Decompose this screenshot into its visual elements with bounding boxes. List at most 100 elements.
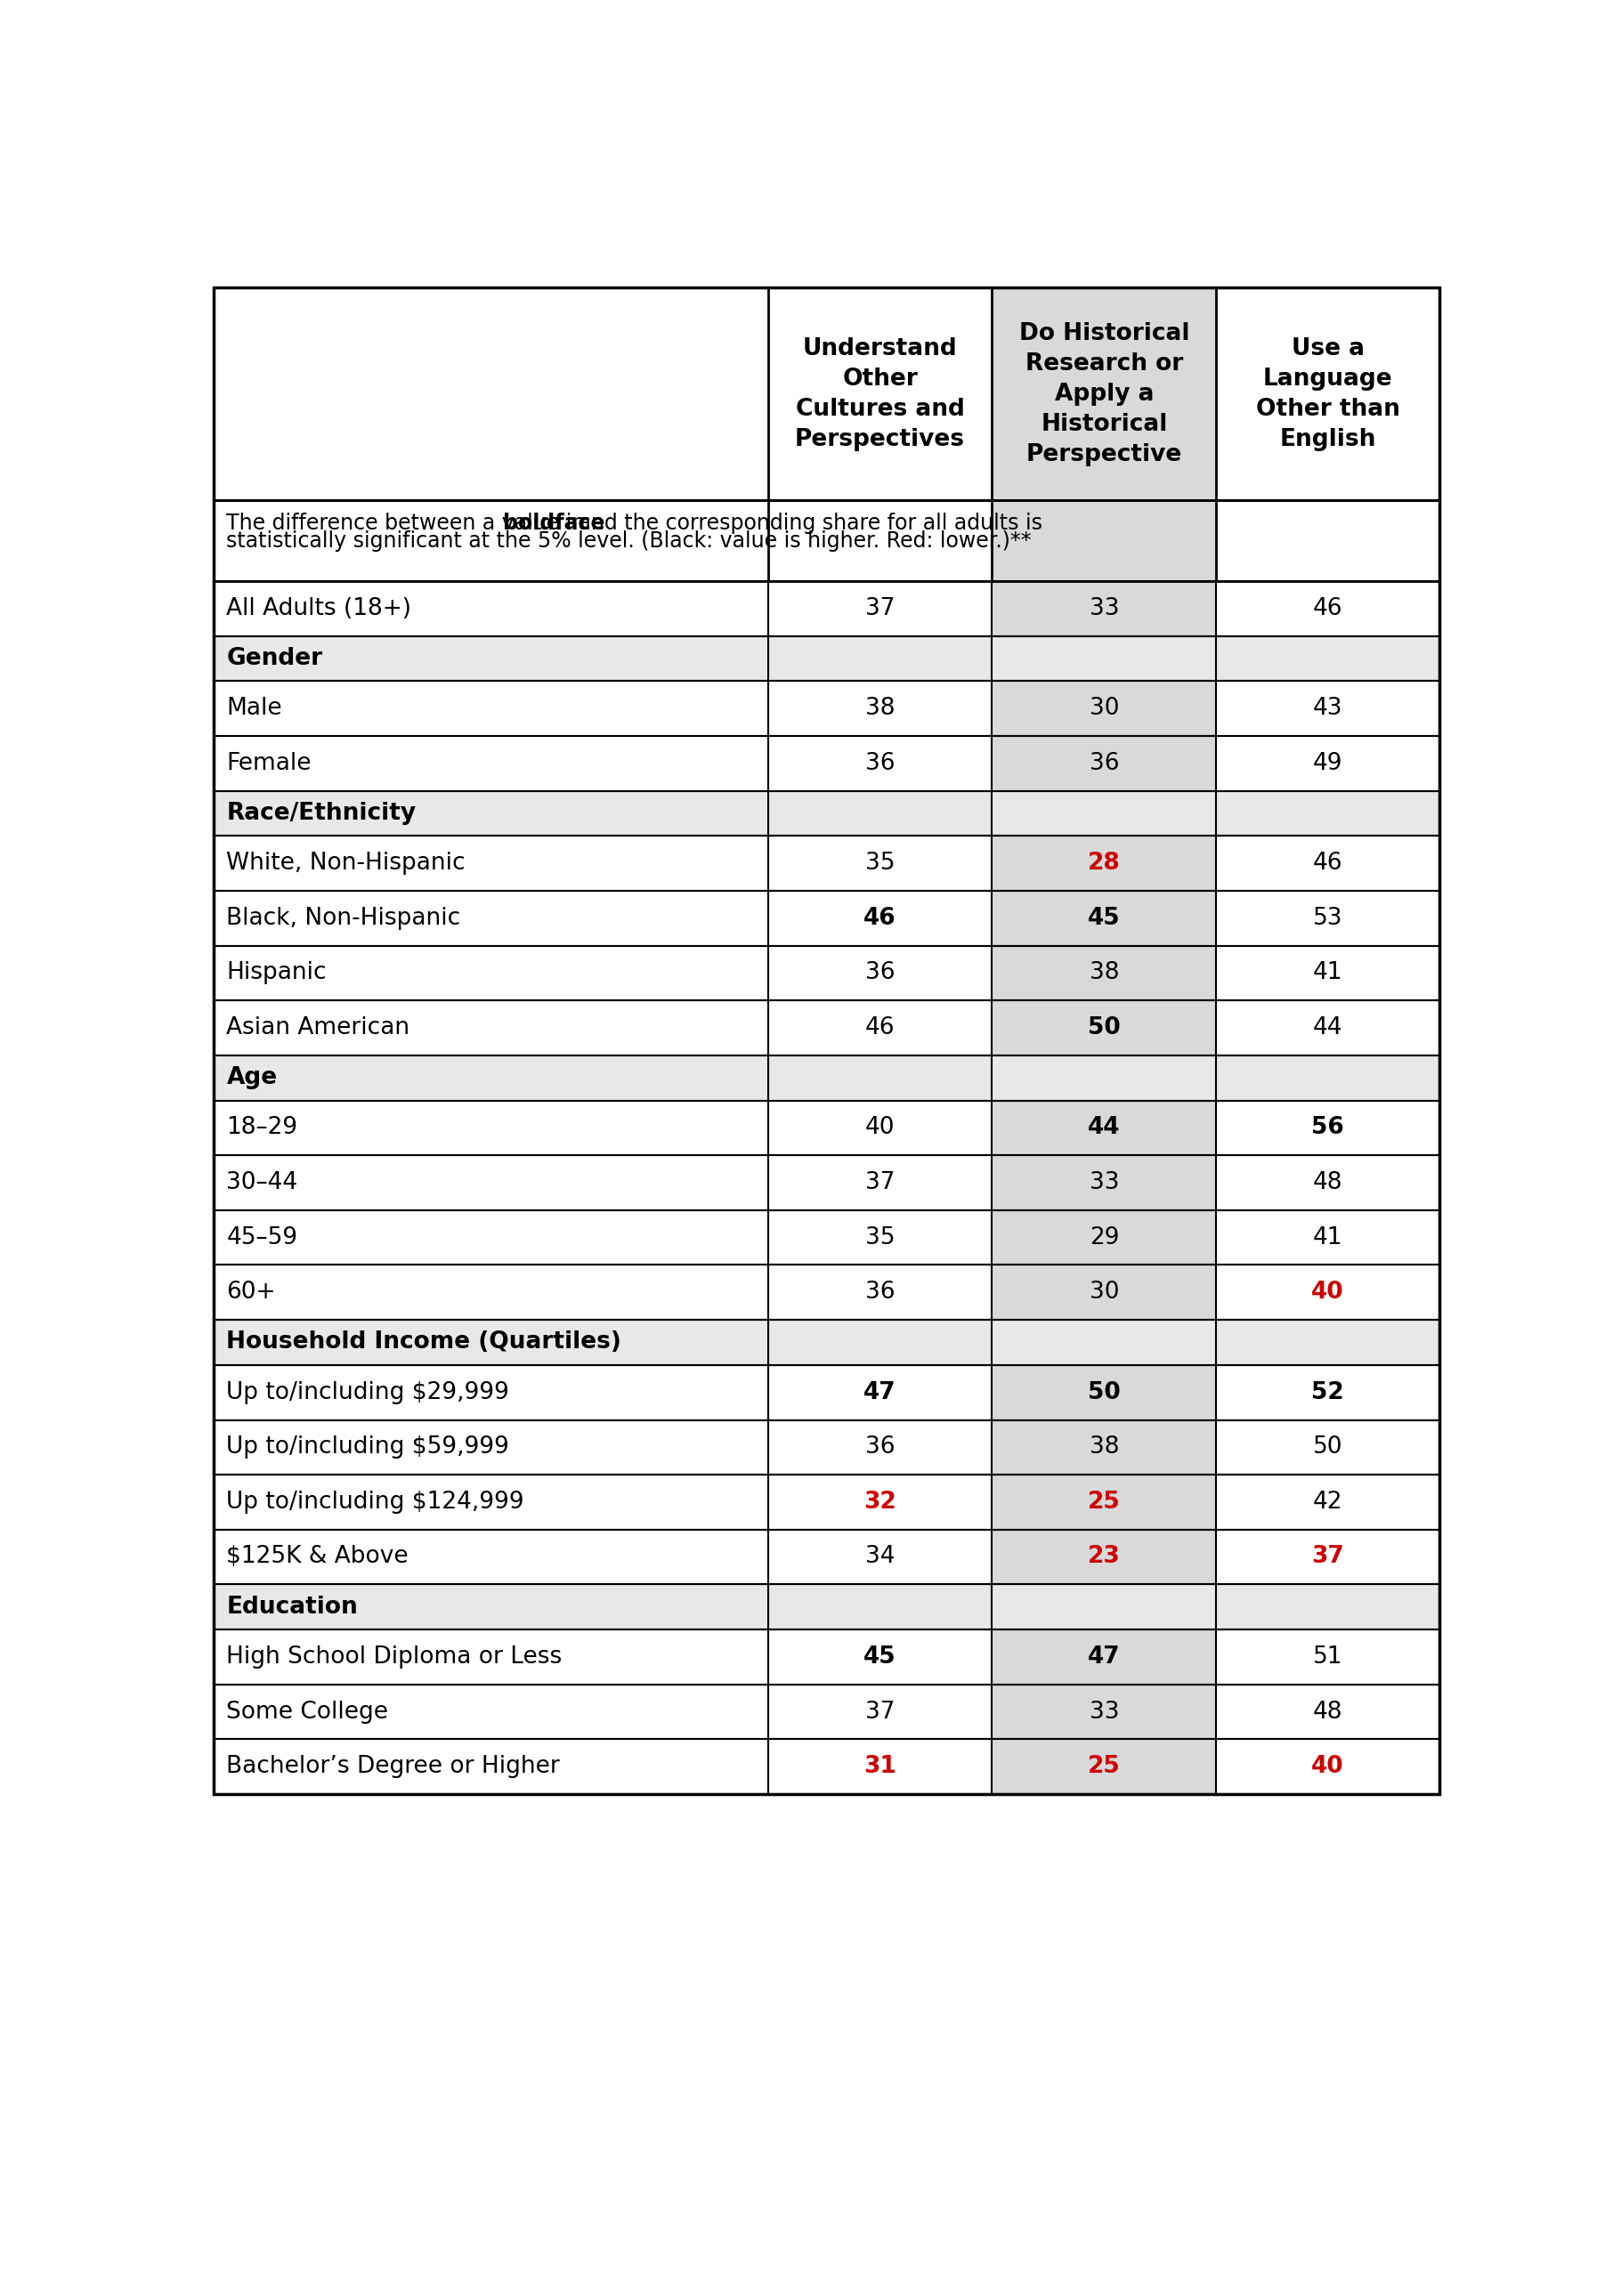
Bar — [1216, 737, 1439, 790]
Text: 30–44: 30–44 — [226, 1171, 298, 1194]
Text: 35: 35 — [865, 852, 895, 875]
Bar — [992, 1100, 1216, 1155]
Bar — [215, 636, 1439, 682]
Text: 47: 47 — [1087, 1646, 1121, 1669]
Text: and the corresponding share for all adults is: and the corresponding share for all adul… — [571, 512, 1042, 535]
Bar — [1216, 1630, 1439, 1685]
Bar — [215, 1001, 768, 1056]
Text: Up to/including $29,999: Up to/including $29,999 — [226, 1380, 510, 1405]
Text: 41: 41 — [1313, 962, 1342, 985]
Text: 52: 52 — [1311, 1380, 1344, 1405]
Bar — [215, 1630, 1439, 1685]
Bar — [768, 682, 992, 737]
Text: 37: 37 — [865, 1701, 895, 1724]
Bar — [215, 1155, 768, 1210]
Bar — [215, 737, 1439, 790]
Bar — [992, 1155, 1216, 1210]
Bar — [215, 737, 768, 790]
Text: 38: 38 — [1089, 1435, 1119, 1458]
Bar — [215, 1366, 768, 1419]
Bar — [992, 581, 1216, 636]
Bar — [992, 836, 1216, 891]
Bar — [215, 581, 1439, 636]
Bar — [992, 946, 1216, 1001]
Bar — [215, 682, 768, 737]
Text: 28: 28 — [1087, 852, 1121, 875]
Text: Gender: Gender — [226, 647, 323, 670]
Text: Education: Education — [226, 1596, 358, 1619]
Text: 46: 46 — [865, 1017, 895, 1040]
Bar — [1216, 836, 1439, 891]
Bar — [215, 1320, 1439, 1366]
Bar — [215, 1265, 1439, 1320]
Bar — [215, 1265, 768, 1320]
Bar — [215, 287, 1439, 1793]
Text: 30: 30 — [1089, 1281, 1119, 1304]
Bar — [215, 1529, 1439, 1584]
Text: Use a
Language
Other than
English: Use a Language Other than English — [1257, 338, 1400, 450]
Text: 36: 36 — [865, 1281, 895, 1304]
Bar — [215, 1100, 1439, 1155]
Text: 53: 53 — [1313, 907, 1342, 930]
Text: 48: 48 — [1313, 1701, 1342, 1724]
Bar — [992, 682, 1216, 737]
Text: 29: 29 — [1089, 1226, 1119, 1249]
Bar — [215, 501, 1439, 581]
Bar — [992, 1366, 1216, 1419]
Text: 40: 40 — [1311, 1281, 1344, 1304]
Bar — [215, 1366, 1439, 1419]
Bar — [215, 1056, 1439, 1100]
Bar — [992, 1474, 1216, 1529]
Bar — [215, 1584, 1439, 1630]
Bar — [768, 1265, 992, 1320]
Bar — [768, 737, 992, 790]
Text: Understand
Other
Cultures and
Perspectives: Understand Other Cultures and Perspectiv… — [795, 338, 965, 450]
Text: The difference between a value in: The difference between a value in — [226, 512, 592, 535]
Bar — [215, 1419, 1439, 1474]
Text: 36: 36 — [1089, 751, 1119, 776]
Text: 25: 25 — [1087, 1490, 1121, 1513]
Bar — [215, 682, 1439, 737]
Text: Up to/including $124,999: Up to/including $124,999 — [226, 1490, 524, 1513]
Text: 23: 23 — [1087, 1545, 1121, 1568]
Bar — [1216, 1419, 1439, 1474]
Bar — [215, 1419, 768, 1474]
Bar — [215, 1210, 768, 1265]
Bar — [768, 1210, 992, 1265]
Text: 33: 33 — [1089, 597, 1119, 620]
Bar — [992, 501, 1216, 581]
Bar — [768, 946, 992, 1001]
Text: 37: 37 — [1311, 1545, 1344, 1568]
Text: 38: 38 — [1089, 962, 1119, 985]
Text: Female: Female — [226, 751, 311, 776]
Text: 33: 33 — [1089, 1701, 1119, 1724]
Text: 25: 25 — [1087, 1754, 1121, 1777]
Bar — [215, 1320, 1439, 1366]
Text: Bachelor’s Degree or Higher: Bachelor’s Degree or Higher — [226, 1754, 560, 1777]
Text: 36: 36 — [865, 751, 895, 776]
Text: 46: 46 — [1313, 597, 1342, 620]
Bar — [215, 1155, 1439, 1210]
Bar — [215, 636, 1439, 682]
Bar — [215, 891, 768, 946]
Text: 56: 56 — [1311, 1116, 1344, 1139]
Bar — [992, 1685, 1216, 1738]
Text: 50: 50 — [1087, 1380, 1121, 1405]
Bar — [992, 891, 1216, 946]
Text: Black, Non-Hispanic: Black, Non-Hispanic — [226, 907, 461, 930]
Bar — [1216, 287, 1439, 501]
Bar — [768, 1419, 992, 1474]
Text: High School Diploma or Less: High School Diploma or Less — [226, 1646, 563, 1669]
Bar — [992, 287, 1216, 501]
Text: 31: 31 — [863, 1754, 897, 1777]
Bar — [215, 1474, 1439, 1529]
Bar — [992, 1265, 1216, 1320]
Text: 60+: 60+ — [226, 1281, 276, 1304]
Text: 45: 45 — [1087, 907, 1121, 930]
Bar — [992, 1630, 1216, 1685]
Bar — [768, 1630, 992, 1685]
Bar — [992, 737, 1216, 790]
Bar — [215, 1738, 1439, 1793]
Text: 30: 30 — [1089, 698, 1119, 721]
Text: 47: 47 — [863, 1380, 897, 1405]
